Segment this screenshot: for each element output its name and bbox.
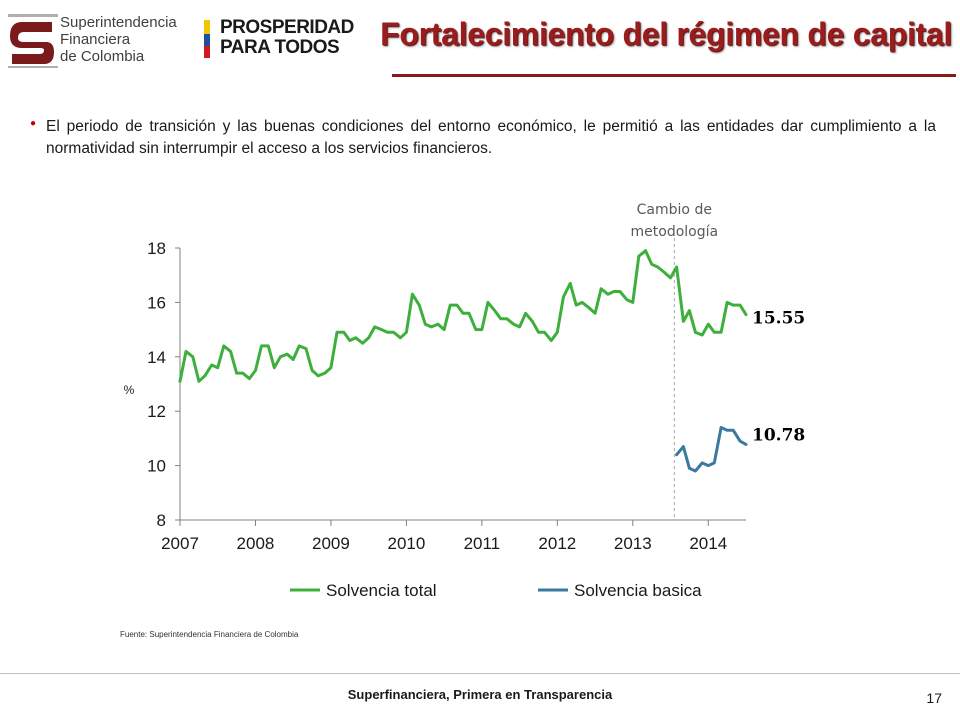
prosperidad-logo-text: PROSPERIDAD PARA TODOS (220, 17, 354, 58)
x-tick-label: 2011 (464, 534, 501, 553)
x-tick-label: 2009 (312, 534, 350, 553)
y-tick-label: 16 (147, 293, 166, 312)
series-line-solvencia-total (178, 249, 748, 383)
page-title: Fortalecimiento del régimen de capital (380, 16, 952, 52)
x-tick-label: 2008 (237, 534, 275, 553)
methodology-annotation: Cambio de (637, 202, 712, 218)
y-tick-label: 10 (147, 457, 166, 476)
y-tick-label: 14 (147, 348, 166, 367)
x-tick-label: 2007 (161, 534, 199, 553)
footer-text: Superfinanciera, Primera en Transparenci… (347, 687, 613, 702)
x-tick-label: 2012 (538, 534, 576, 553)
bullet-text: El periodo de transición y las buenas co… (46, 118, 936, 157)
y-tick-label: 18 (147, 239, 166, 258)
y-axis-label: % (124, 383, 135, 397)
series-line-solvencia-basica (675, 426, 748, 473)
title-underline (392, 74, 956, 77)
bullet-icon: ● (30, 118, 37, 129)
header: Superintendencia Financiera de Colombia … (0, 0, 960, 80)
y-tick-label: 12 (147, 402, 166, 421)
superfinanciera-logo-text: Superintendencia Financiera de Colombia (60, 14, 177, 65)
prosperidad-logo-icon (204, 20, 210, 58)
bullet-item: ● El periodo de transición y las buenas … (30, 116, 936, 160)
series-end-label: 15.55 (752, 309, 805, 329)
x-tick-label: 2010 (387, 534, 425, 553)
legend-label: Solvencia basica (574, 581, 702, 600)
x-tick-label: 2014 (689, 534, 727, 553)
series-end-label: 10.78 (752, 425, 805, 445)
source-note: Fuente: Superintendencia Financiera de C… (120, 630, 299, 639)
superfinanciera-logo-icon (8, 12, 58, 68)
methodology-annotation: metodología (631, 224, 719, 240)
page-number: 17 (926, 690, 942, 706)
x-tick-label: 2013 (614, 534, 652, 553)
legend-label: Solvencia total (326, 581, 437, 600)
solvency-chart: 8 10 12 14 16 18 2007 2008 2009 2010 2011 2012 2013 2… (124, 202, 806, 600)
footer-divider (0, 673, 960, 674)
y-tick-label: 8 (157, 511, 166, 530)
